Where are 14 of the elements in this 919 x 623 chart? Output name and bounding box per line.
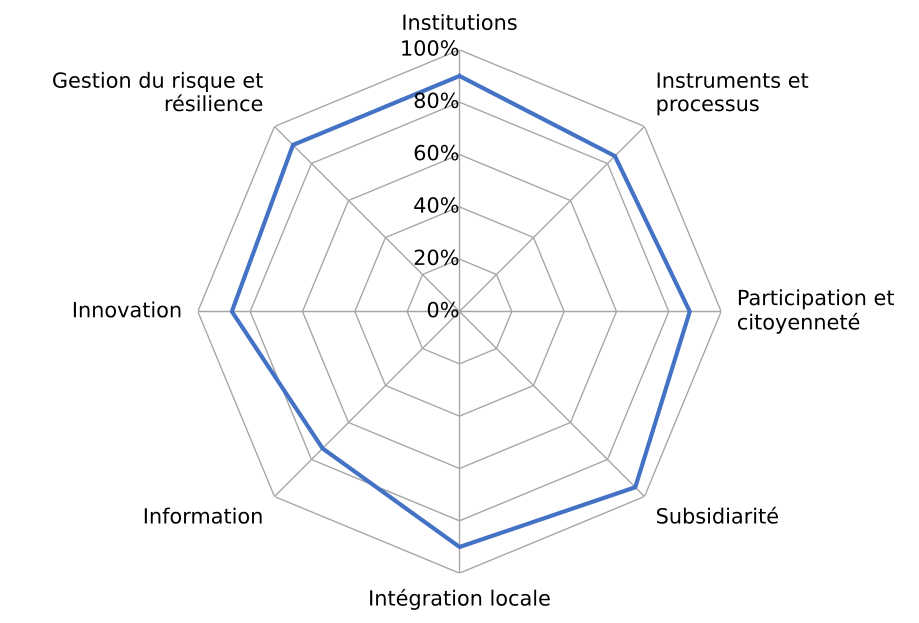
y-tick-label: 80% xyxy=(414,92,458,108)
spoke-label: Innovation xyxy=(74,301,180,318)
spoke-label: Intégration locale xyxy=(370,588,550,610)
y-tick-label: 0% xyxy=(428,302,458,318)
y-tick-label: 100% xyxy=(402,40,458,56)
spoke-label: Institutions xyxy=(403,14,517,30)
spoke-label: Information xyxy=(144,508,262,524)
spoke-label: Instruments et processus xyxy=(658,72,808,116)
y-tick-label: 60% xyxy=(414,144,458,161)
spoke-label: Gestion du risque et résilience xyxy=(53,72,263,112)
y-tick-label: 40% xyxy=(414,197,458,213)
spoke-label: Subsidiarité xyxy=(656,506,778,524)
spoke-label: Participation et citoyenneté xyxy=(738,289,894,334)
y-tick-label: 20% xyxy=(414,249,458,266)
